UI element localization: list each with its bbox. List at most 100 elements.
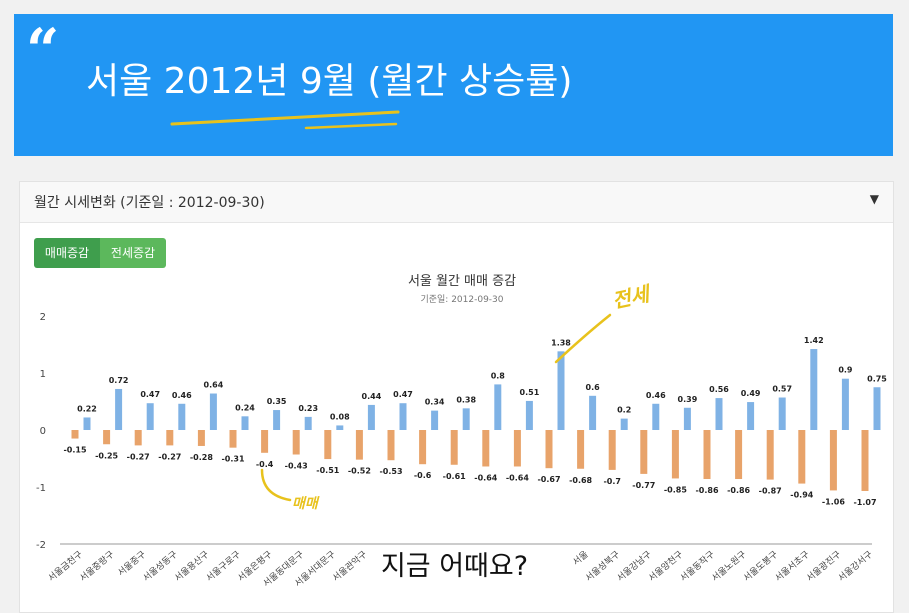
bar-sale-change — [103, 430, 111, 445]
data-label-jeonse: 0.39 — [678, 395, 698, 404]
bar-jeonse-change — [873, 387, 881, 430]
y-tick-label: 0 — [40, 426, 46, 437]
bar-jeonse-change — [273, 410, 281, 430]
data-label-jeonse: 0.72 — [109, 376, 129, 385]
annotation-jeonse: 전세 — [610, 281, 654, 313]
data-label-sale: -0.51 — [316, 466, 339, 475]
bar-jeonse-change — [778, 397, 786, 430]
data-label-sale: -0.68 — [569, 476, 592, 485]
data-label-jeonse: 0.34 — [425, 398, 445, 407]
bar-sale-change — [419, 430, 427, 465]
annotation-arrow-down — [260, 468, 292, 502]
data-label-jeonse: 0.49 — [741, 389, 761, 398]
bar-jeonse-change — [557, 351, 565, 430]
data-label-sale: -0.4 — [256, 460, 274, 469]
y-tick-label: -2 — [36, 540, 46, 551]
page-title: 서울 2012년 9월 (월간 상승률) — [86, 61, 573, 102]
data-label-jeonse: 1.42 — [804, 336, 824, 345]
data-label-sale: -0.52 — [348, 467, 371, 476]
annotation-sale: 매매 — [292, 496, 320, 512]
highlight-underline-stroke — [304, 122, 398, 130]
bar-sale-change — [387, 430, 395, 461]
data-label-sale: -0.86 — [727, 486, 750, 495]
bar-jeonse-change — [178, 403, 186, 430]
data-label-sale: -0.85 — [664, 485, 687, 494]
data-label-sale: -0.77 — [632, 481, 655, 490]
tab-sale-change[interactable]: 매매증감 — [34, 238, 100, 268]
bar-jeonse-change — [494, 384, 502, 430]
bar-sale-change — [861, 430, 869, 491]
bar-jeonse-change — [209, 393, 217, 430]
bar-sale-change — [292, 430, 300, 455]
bar-sale-change — [229, 430, 237, 448]
data-label-jeonse: 1.38 — [551, 338, 571, 347]
bar-jeonse-change — [810, 349, 818, 430]
data-label-sale: -0.28 — [190, 453, 213, 462]
y-tick-label: 1 — [40, 369, 46, 380]
bar-sale-change — [798, 430, 806, 484]
bar-jeonse-change — [525, 400, 533, 430]
data-label-sale: -0.15 — [63, 446, 86, 455]
data-label-sale: -0.94 — [790, 491, 813, 500]
bar-sale-change — [829, 430, 837, 491]
data-label-jeonse: 0.57 — [772, 385, 792, 394]
y-tick-label: -1 — [36, 483, 46, 494]
data-label-jeonse: 0.46 — [172, 391, 192, 400]
bar-jeonse-change — [589, 395, 597, 430]
caret-down-icon[interactable]: ▼ — [869, 192, 879, 206]
data-label-sale: -0.25 — [95, 451, 118, 460]
data-label-jeonse: 0.6 — [586, 383, 601, 392]
bar-sale-change — [261, 430, 269, 453]
bar-sale-change — [197, 430, 205, 446]
quote-mark: “ — [26, 16, 60, 84]
chart-subtitle: 기준일: 2012-09-30 — [420, 294, 503, 305]
data-label-jeonse: 0.35 — [267, 397, 287, 406]
y-tick-label: 2 — [40, 312, 46, 323]
data-label-sale: -1.07 — [853, 498, 876, 507]
bar-sale-change — [513, 430, 521, 467]
bar-jeonse-change — [620, 418, 628, 430]
data-label-jeonse: 0.46 — [646, 391, 666, 400]
bar-sale-change — [703, 430, 711, 480]
data-label-jeonse: 0.51 — [520, 388, 540, 397]
bar-sale-change — [355, 430, 363, 460]
data-label-sale: -0.6 — [414, 471, 432, 480]
bar-jeonse-change — [241, 416, 249, 430]
bar-jeonse-change — [367, 404, 375, 430]
data-label-jeonse: 0.75 — [867, 374, 887, 383]
data-label-sale: -0.86 — [695, 486, 718, 495]
bar-jeonse-change — [399, 403, 407, 430]
data-label-sale: -0.67 — [537, 475, 560, 484]
data-label-sale: -0.43 — [285, 462, 308, 471]
data-label-jeonse: 0.2 — [617, 406, 631, 415]
bar-sale-change — [640, 430, 648, 474]
bar-sale-change — [545, 430, 553, 469]
bar-jeonse-change — [115, 388, 123, 430]
data-label-jeonse: 0.9 — [838, 366, 853, 375]
data-label-sale: -0.31 — [221, 455, 244, 464]
bar-jeonse-change — [336, 425, 344, 430]
highlight-underline-stroke — [170, 110, 400, 126]
bar-jeonse-change — [146, 403, 154, 430]
data-label-sale: -0.64 — [506, 473, 529, 482]
bar-jeonse-change — [715, 398, 723, 430]
data-label-jeonse: 0.47 — [393, 390, 413, 399]
bar-sale-change — [324, 430, 332, 460]
data-label-sale: -0.61 — [443, 472, 466, 481]
card-header[interactable]: 월간 시세변화 (기준일 : 2012-09-30) ▼ — [20, 182, 893, 223]
bar-sale-change — [166, 430, 174, 446]
bar-sale-change — [577, 430, 585, 469]
bar-sale-change — [71, 430, 79, 439]
chart-title: 서울 월간 매매 증감 — [408, 274, 516, 289]
card-title: 월간 시세변화 (기준일 : 2012-09-30) — [34, 195, 265, 211]
data-label-jeonse: 0.22 — [77, 404, 97, 413]
data-label-jeonse: 0.44 — [362, 392, 382, 401]
bar-jeonse-change — [83, 417, 91, 430]
bar-sale-change — [450, 430, 458, 465]
video-subtitle: 지금 어때요? — [380, 551, 529, 582]
data-label-sale: -0.87 — [759, 487, 782, 496]
bar-sale-change — [671, 430, 679, 479]
tab-jeonse-change[interactable]: 전세증감 — [100, 238, 166, 268]
chart-card: 월간 시세변화 (기준일 : 2012-09-30) ▼ 매매증감 전세증감 — [19, 181, 894, 613]
bar-jeonse-change — [304, 416, 312, 430]
